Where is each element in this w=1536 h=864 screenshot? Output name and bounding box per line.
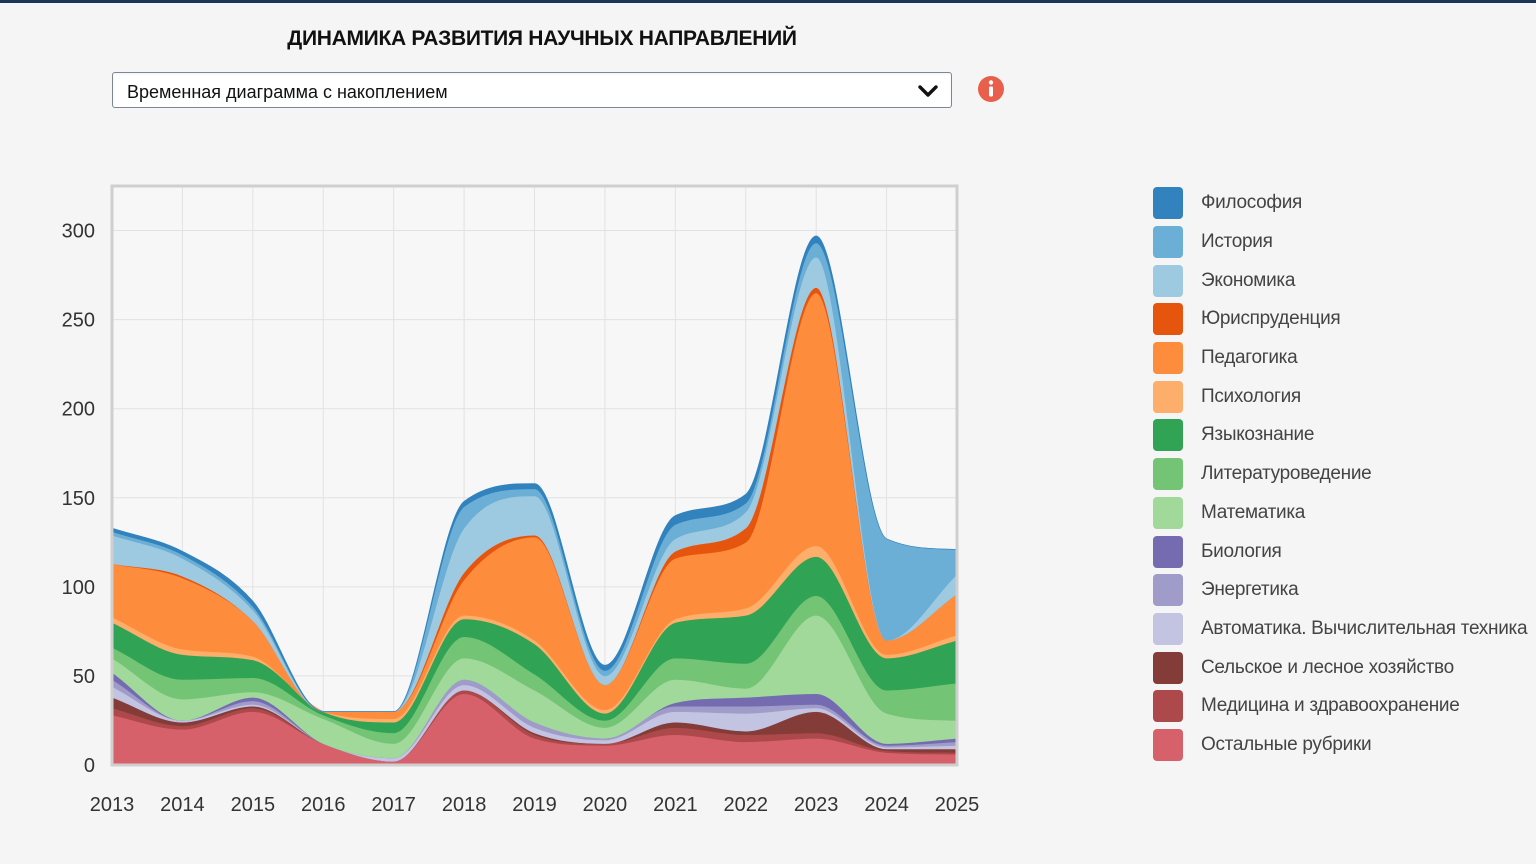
legend-item[interactable]: Педагогика	[1153, 339, 1527, 378]
legend-item[interactable]: Языкознание	[1153, 416, 1527, 455]
x-tick-label: 2023	[794, 794, 839, 816]
chart-type-select[interactable]: Временная диаграмма с накоплением	[112, 72, 952, 108]
top-bar	[0, 0, 1536, 3]
legend-item[interactable]: Литературоведение	[1153, 455, 1527, 494]
legend-label: Математика	[1201, 501, 1306, 523]
x-tick-label: 2019	[512, 794, 557, 816]
chevron-down-icon	[918, 85, 938, 97]
stacked-area-chart: 0 50 100 150 200 250 300 2013 2014 2015 2016 2017 20…	[62, 184, 980, 816]
legend-item[interactable]: Биология	[1153, 532, 1527, 571]
legend-label: Экономика	[1201, 269, 1296, 291]
legend-swatch	[1153, 651, 1183, 684]
legend-label: Энергетика	[1201, 579, 1299, 601]
y-tick-label: 200	[62, 399, 95, 421]
legend-swatch	[1153, 458, 1183, 491]
legend-item[interactable]: Остальные рубрики	[1153, 726, 1527, 765]
legend-swatch	[1153, 574, 1183, 607]
legend-swatch	[1153, 226, 1183, 259]
legend-swatch	[1153, 187, 1183, 220]
legend-label: История	[1201, 231, 1273, 253]
legend-label: Биология	[1201, 540, 1282, 562]
y-tick-label: 0	[84, 755, 95, 777]
x-tick-label: 2021	[653, 794, 698, 816]
y-tick-label: 150	[62, 488, 95, 510]
legend-swatch	[1153, 535, 1183, 568]
legend-label: Литературоведение	[1201, 463, 1372, 485]
legend-label: Сельское и лесное хозяйство	[1201, 656, 1454, 678]
y-tick-label: 250	[62, 310, 95, 332]
x-tick-label: 2014	[160, 794, 205, 816]
legend-item[interactable]: Психология	[1153, 377, 1527, 416]
legend-swatch	[1153, 496, 1183, 529]
legend-swatch	[1153, 728, 1183, 761]
page-title: ДИНАМИКА РАЗВИТИЯ НАУЧНЫХ НАПРАВЛЕНИЙ	[287, 27, 797, 50]
x-tick-label: 2017	[371, 794, 416, 816]
legend-swatch	[1153, 690, 1183, 723]
info-icon[interactable]	[977, 75, 1005, 103]
legend-label: Автоматика. Вычислительная техника	[1201, 617, 1528, 639]
legend-item[interactable]: Автоматика. Вычислительная техника	[1153, 610, 1528, 649]
x-tick-label: 2025	[935, 794, 980, 816]
legend-swatch	[1153, 264, 1183, 297]
legend-item[interactable]: Математика	[1153, 494, 1527, 533]
legend-label: Философия	[1201, 192, 1303, 214]
legend-item[interactable]: История	[1153, 223, 1527, 262]
legend-swatch	[1153, 612, 1183, 645]
legend-item[interactable]: Экономика	[1153, 261, 1527, 300]
legend-swatch	[1153, 419, 1183, 452]
legend-swatch	[1153, 380, 1183, 413]
legend-label: Медицина и здравоохранение	[1201, 695, 1460, 717]
legend-item[interactable]: Энергетика	[1153, 571, 1527, 610]
legend-swatch	[1153, 303, 1183, 336]
x-tick-label: 2015	[231, 794, 276, 816]
x-tick-label: 2013	[90, 794, 135, 816]
y-tick-label: 100	[62, 577, 95, 599]
x-tick-label: 2022	[724, 794, 769, 816]
y-tick-label: 50	[73, 666, 95, 688]
legend-label: Психология	[1201, 385, 1301, 407]
legend-item[interactable]: Сельское и лесное хозяйство	[1153, 648, 1527, 687]
y-tick-label: 300	[62, 221, 95, 243]
legend-label: Юриспруденция	[1201, 308, 1341, 330]
legend-label: Педагогика	[1201, 347, 1298, 369]
chart-type-select-value: Временная диаграмма с накоплением	[127, 82, 448, 102]
plot-frame	[110, 184, 959, 767]
legend-swatch	[1153, 342, 1183, 375]
x-tick-label: 2018	[442, 794, 487, 816]
x-tick-label: 2020	[583, 794, 628, 816]
legend-item[interactable]: Философия	[1153, 184, 1527, 223]
legend-label: Остальные рубрики	[1201, 733, 1372, 755]
x-tick-label: 2024	[864, 794, 909, 816]
chart-legend: Философия История Экономика Юриспруденция Пе…	[1153, 184, 1528, 765]
legend-item[interactable]: Медицина и здравоохранение	[1153, 687, 1527, 726]
x-tick-label: 2016	[301, 794, 346, 816]
legend-label: Языкознание	[1201, 424, 1315, 446]
legend-item[interactable]: Юриспруденция	[1153, 300, 1527, 339]
